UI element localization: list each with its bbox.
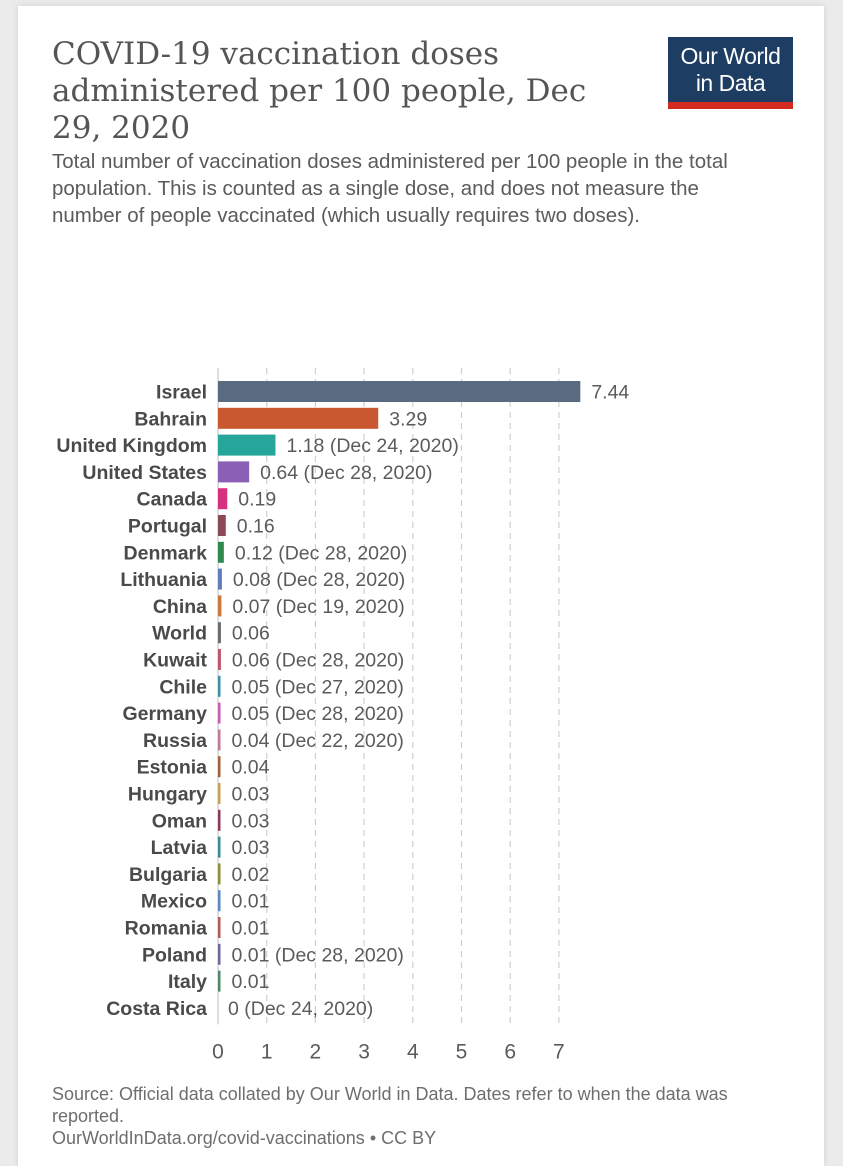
bar-poland (218, 943, 221, 965)
value-label: 0.64 (Dec 28, 2020) (260, 462, 432, 484)
bar-bulgaria (218, 863, 221, 885)
bar-kuwait (218, 649, 221, 670)
bar-china (218, 595, 222, 617)
value-label: 0.03 (232, 784, 270, 806)
category-label: Italy (168, 971, 207, 993)
value-label: 0.05 (Dec 27, 2020) (232, 676, 404, 698)
bar-latvia (218, 836, 221, 858)
value-label: 0 (Dec 24, 2020) (228, 998, 373, 1020)
value-label: 0.04 (Dec 22, 2020) (232, 730, 404, 752)
category-label: United Kingdom (56, 435, 207, 457)
bar-mexico (218, 890, 221, 912)
category-label: Mexico (141, 891, 207, 913)
category-label: World (152, 623, 207, 645)
logo-line-1: Our World (680, 43, 781, 69)
x-tick-label: 4 (407, 1040, 419, 1060)
bar-italy (218, 970, 221, 992)
x-tick-label: 2 (310, 1040, 322, 1060)
value-label: 0.06 (232, 623, 270, 645)
value-label: 0.02 (232, 864, 270, 886)
chart-card (18, 6, 824, 1166)
category-label: Russia (143, 730, 207, 752)
x-tick-label: 6 (504, 1040, 516, 1060)
category-label: Bahrain (134, 408, 207, 430)
bar-canada (218, 488, 228, 510)
category-label: Oman (152, 810, 207, 832)
bar-bahrain (218, 407, 379, 429)
x-tick-label: 5 (456, 1040, 468, 1060)
chart-title: COVID-19 vaccination doses administered … (52, 36, 587, 146)
logo-line-2: in Data (695, 70, 766, 96)
category-label: Poland (142, 944, 207, 966)
value-label: 0.04 (232, 757, 270, 779)
category-label: Lithuania (120, 569, 207, 591)
category-label: Germany (122, 703, 207, 725)
value-label: 0.01 (232, 891, 270, 913)
bar-portugal (218, 515, 226, 536)
source-text: Source: Official data collated by Our Wo… (52, 1084, 728, 1126)
category-label: Latvia (151, 837, 208, 859)
x-tick-label: 3 (358, 1040, 370, 1060)
value-label: 0.08 (Dec 28, 2020) (233, 569, 405, 591)
value-label: 0.16 (237, 516, 275, 538)
bar-oman (218, 809, 221, 831)
x-tick-label: 1 (261, 1040, 273, 1060)
value-label: 0.01 (232, 971, 270, 993)
chart-subtitle: Total number of vaccination doses admini… (52, 150, 728, 227)
bar-romania (218, 917, 221, 938)
value-label: 0.19 (238, 489, 276, 511)
logo-accent-bar (668, 102, 793, 109)
category-label: Denmark (124, 542, 208, 564)
value-label: 0.12 (Dec 28, 2020) (235, 542, 407, 564)
source-link[interactable]: OurWorldInData.org/covid-vaccinations (52, 1128, 365, 1148)
category-label: Romania (125, 918, 208, 940)
category-label: United States (82, 462, 207, 484)
owid-logo[interactable]: Our World in Data (668, 37, 793, 109)
value-label: 3.29 (389, 408, 427, 430)
bar-israel (218, 381, 581, 402)
value-label: 0.06 (Dec 28, 2020) (232, 650, 404, 672)
x-tick-label: 0 (212, 1040, 224, 1060)
value-label: 0.03 (232, 837, 270, 859)
bar-denmark (218, 541, 224, 563)
bar-germany (218, 702, 221, 724)
value-label: 0.07 (Dec 19, 2020) (232, 596, 404, 618)
bar-lithuania (218, 568, 222, 590)
bar-estonia (218, 756, 221, 778)
value-label: 7.44 (591, 382, 629, 404)
category-label: Costa Rica (106, 998, 207, 1020)
category-label: Canada (137, 489, 208, 511)
bar-hungary (218, 783, 221, 804)
category-label: Estonia (137, 757, 208, 779)
category-label: Portugal (128, 516, 207, 538)
bar-chile (218, 675, 221, 697)
source-note: Source: Official data collated by Our Wo… (52, 1083, 792, 1149)
value-label: 1.18 (Dec 24, 2020) (286, 435, 458, 457)
category-label: Hungary (128, 784, 207, 806)
x-tick-label: 7 (553, 1040, 565, 1060)
bar-chart: 0 1 2 3 4 5 6 7 Israel 7.44 Bahrain 3.29 United King… (56, 368, 629, 1060)
bar-russia (218, 729, 221, 751)
category-label: Israel (156, 382, 207, 404)
value-label: 0.01 (Dec 28, 2020) (232, 944, 404, 966)
category-label: Kuwait (143, 650, 207, 672)
value-label: 0.03 (232, 810, 270, 832)
value-label: 0.05 (Dec 28, 2020) (232, 703, 404, 725)
bar-world (218, 622, 221, 644)
category-label: China (153, 596, 207, 618)
value-label: 0.01 (232, 918, 270, 940)
license-text: • CC BY (364, 1128, 437, 1148)
category-label: Chile (159, 676, 207, 698)
bar-united-states (218, 461, 250, 483)
bar-united-kingdom (218, 434, 276, 456)
category-label: Bulgaria (129, 864, 207, 886)
